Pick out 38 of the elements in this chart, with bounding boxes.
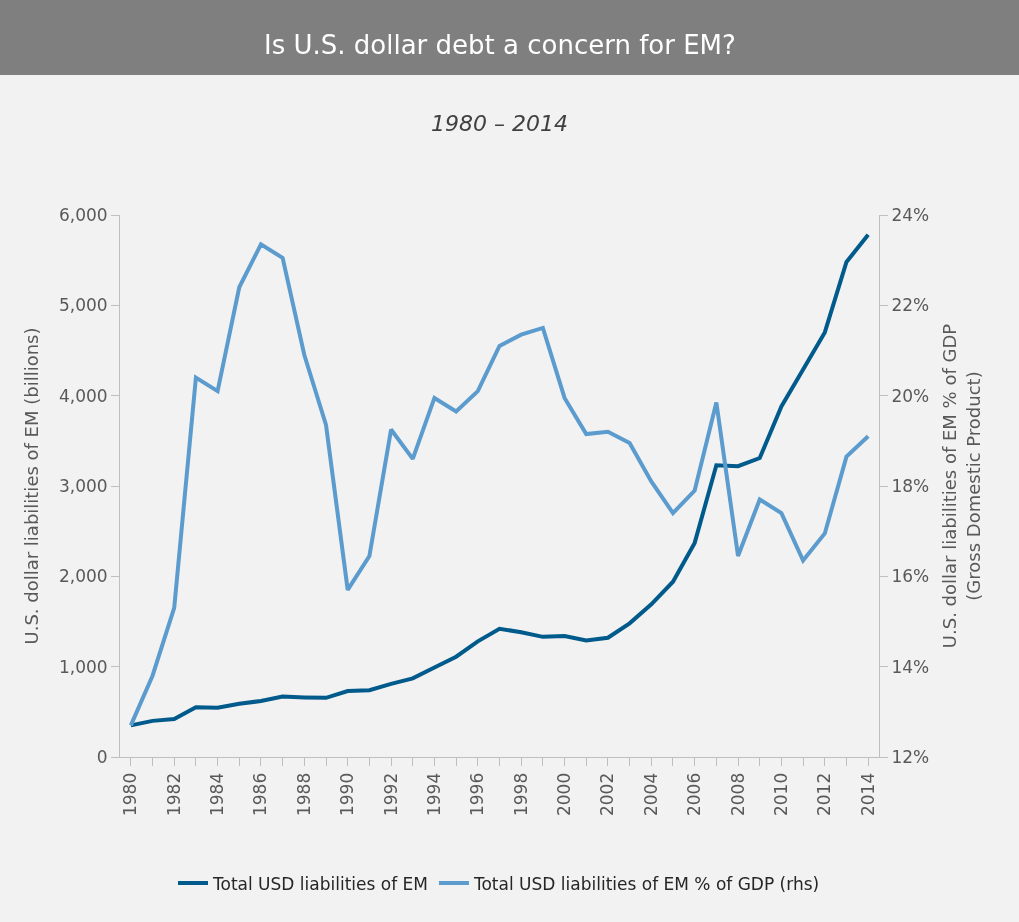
chart-subtitle: 1980 – 2014 <box>431 111 568 136</box>
y2-tick-label: 16% <box>891 566 930 587</box>
x-tick-label: 2012 <box>814 772 835 817</box>
x-tick-label: 1984 <box>207 772 228 817</box>
y2-tick-label: 12% <box>891 746 930 767</box>
x-tick-label: 2008 <box>727 772 748 817</box>
y-tick-label: 5,000 <box>58 295 108 316</box>
y-tick-label: 2,000 <box>58 566 108 587</box>
legend-label: Total USD liabilities of EM % of GDP (rhs) <box>472 873 820 894</box>
x-tick-label: 1996 <box>467 772 488 817</box>
y-axis-title: U.S. dollar liabilities of EM (billions) <box>21 327 43 645</box>
x-tick-label: 2004 <box>640 772 661 817</box>
x-tick-label: 1982 <box>163 772 184 817</box>
chart-title: Is U.S. dollar debt a concern for EM? <box>264 30 736 60</box>
x-tick-label: 2000 <box>554 772 575 817</box>
x-tick-label: 1992 <box>380 772 401 817</box>
y2-tick-label: 24% <box>891 204 930 225</box>
x-tick-label: 1986 <box>250 772 271 817</box>
x-tick-label: 1980 <box>120 772 141 817</box>
x-tick-label: 1998 <box>510 772 531 817</box>
legend-label: Total USD liabilities of EM <box>212 873 428 894</box>
y2-tick-label: 14% <box>891 656 930 677</box>
x-tick-label: 2010 <box>770 772 791 817</box>
x-tick-label: 2006 <box>684 772 705 817</box>
x-tick-label: 1994 <box>423 772 444 817</box>
x-tick-label: 1988 <box>293 772 314 817</box>
y-tick-label: 1,000 <box>58 656 108 677</box>
y2-tick-label: 20% <box>891 385 930 406</box>
y2-axis-title: U.S. dollar liabilities of EM % of GDP (Gross Domestic Product) <box>939 323 984 649</box>
x-tick-label: 1990 <box>337 772 358 817</box>
y-tick-label: 6,000 <box>58 204 108 225</box>
y2-tick-label: 22% <box>891 295 930 316</box>
x-tick-label: 2014 <box>857 772 878 817</box>
y-tick-label: 3,000 <box>58 475 108 496</box>
y2-tick-label: 18% <box>891 475 930 496</box>
y-tick-label: 0 <box>96 746 108 767</box>
y-tick-label: 4,000 <box>58 385 108 406</box>
x-tick-label: 2002 <box>597 772 618 817</box>
